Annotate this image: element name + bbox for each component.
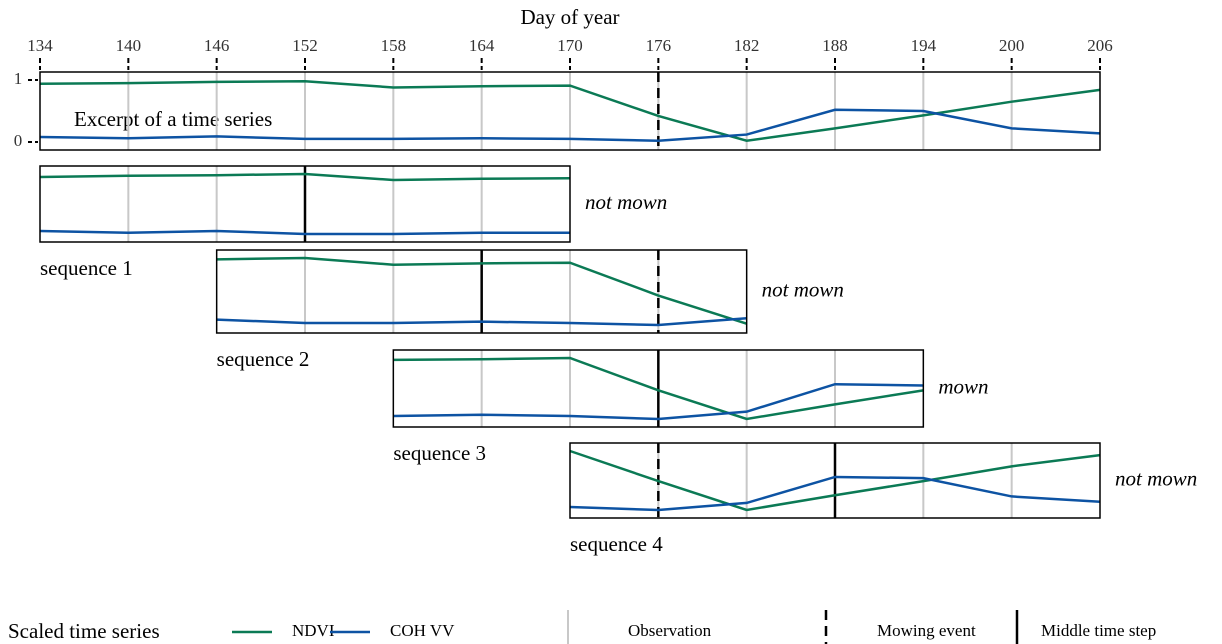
x-tick-label: 194 [911,36,937,55]
legend-label: Middle time step [1041,621,1156,640]
panel-frame [569,442,1101,519]
x-tick-label: 146 [204,36,230,55]
panel-frame [39,71,1101,151]
panel-frame [215,249,748,334]
x-tick-label: 134 [27,36,53,55]
sequence-status: not mown [1115,466,1197,490]
y-tick-label: 1 [14,69,23,88]
sequence-status: not mown [585,190,667,214]
x-tick-label: 188 [822,36,848,55]
series-line [39,229,570,236]
legend-title: Scaled time series [8,619,160,643]
x-tick-label: 206 [1087,36,1113,55]
series-line [569,475,1101,512]
x-tick-label: 176 [646,36,672,55]
x-tick-label: 158 [381,36,407,55]
legend-label: NDVI [292,621,335,640]
x-tick-label: 140 [116,36,142,55]
legend-label: COH VV [390,621,455,640]
sequence-label: sequence 4 [570,532,663,556]
series-line [393,382,924,421]
y-tick-label: 0 [14,131,23,150]
legend-label: Observation [628,621,712,640]
x-axis-label: Day of year [520,5,619,29]
panel-frame [392,349,925,428]
series-line [39,108,1101,143]
legend-label: Mowing event [877,621,976,640]
panel-frame [39,165,571,243]
x-tick-label: 152 [292,36,318,55]
series-line [39,172,571,182]
sequence-label: sequence 2 [217,347,310,371]
sequence-label: sequence 1 [40,256,133,280]
x-tick-label: 170 [557,36,583,55]
series-line [39,79,1101,143]
series-line [216,317,747,327]
x-tick-label: 164 [469,36,495,55]
x-tick-label: 200 [999,36,1025,55]
series-line [393,356,924,421]
series-line [216,256,748,325]
sequence-status: mown [938,374,988,398]
series-line [569,449,1101,512]
sequence-label: sequence 3 [393,441,486,465]
x-tick-label: 182 [734,36,760,55]
sequence-status: not mown [762,277,844,301]
annotation: Excerpt of a time series [74,107,272,131]
